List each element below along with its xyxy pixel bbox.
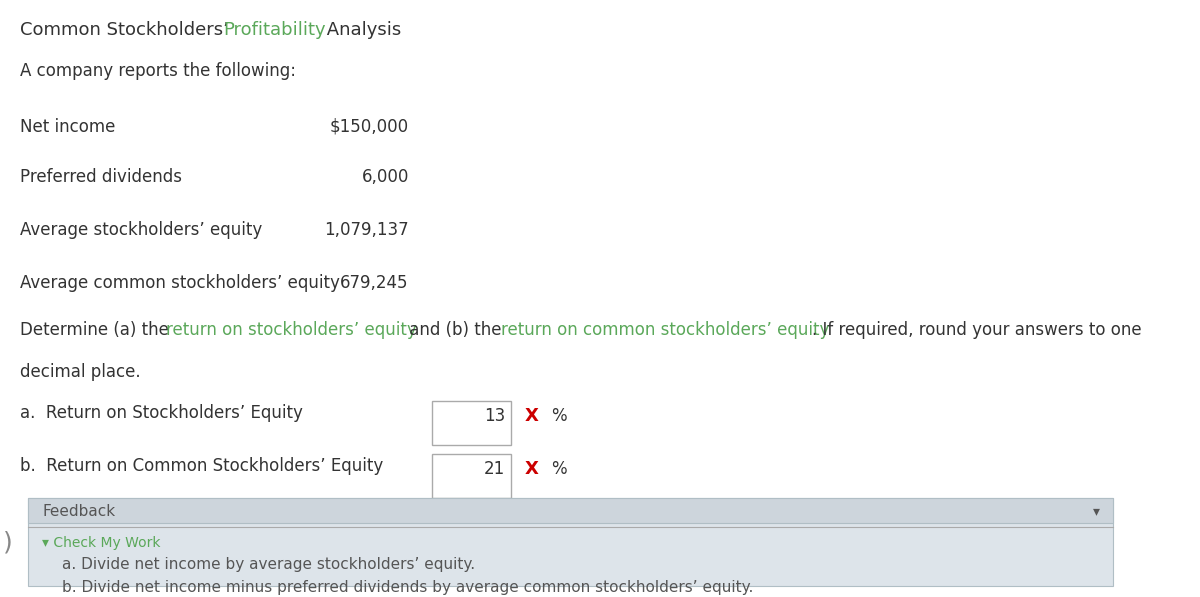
Text: Analysis: Analysis <box>320 21 401 39</box>
Text: b.  Return on Common Stockholders’ Equity: b. Return on Common Stockholders’ Equity <box>20 457 384 475</box>
Text: Average common stockholders’ equity: Average common stockholders’ equity <box>20 274 341 293</box>
FancyBboxPatch shape <box>29 498 1114 586</box>
Text: 679,245: 679,245 <box>341 274 409 293</box>
FancyBboxPatch shape <box>29 498 1114 523</box>
Text: and (b) the: and (b) the <box>403 321 506 340</box>
Text: ▾: ▾ <box>1092 504 1099 518</box>
Text: decimal place.: decimal place. <box>20 363 142 381</box>
Text: Feedback: Feedback <box>42 504 115 519</box>
Text: 21: 21 <box>484 460 505 478</box>
Text: ): ) <box>4 530 13 554</box>
Text: Average stockholders’ equity: Average stockholders’ equity <box>20 221 263 239</box>
Text: b. Divide net income minus preferred dividends by average common stockholders’ e: b. Divide net income minus preferred div… <box>62 580 754 595</box>
Text: A company reports the following:: A company reports the following: <box>20 62 296 80</box>
Text: Preferred dividends: Preferred dividends <box>20 168 182 186</box>
Text: X: X <box>524 460 539 478</box>
Text: Profitability: Profitability <box>223 21 326 39</box>
Text: $150,000: $150,000 <box>330 118 409 136</box>
Text: X: X <box>524 407 539 425</box>
Text: return on stockholders’ equity: return on stockholders’ equity <box>167 321 418 340</box>
Text: 13: 13 <box>484 407 505 425</box>
Text: Net income: Net income <box>20 118 116 136</box>
Text: Common Stockholders’: Common Stockholders’ <box>20 21 235 39</box>
FancyBboxPatch shape <box>432 401 511 445</box>
Text: a. Divide net income by average stockholders’ equity.: a. Divide net income by average stockhol… <box>62 558 475 573</box>
Text: return on common stockholders’ equity: return on common stockholders’ equity <box>500 321 829 340</box>
Text: Determine (a) the: Determine (a) the <box>20 321 174 340</box>
FancyBboxPatch shape <box>432 454 511 498</box>
Text: %: % <box>551 407 566 425</box>
Text: ▾ Check My Work: ▾ Check My Work <box>42 536 161 550</box>
Text: 1,079,137: 1,079,137 <box>324 221 409 239</box>
Text: a.  Return on Stockholders’ Equity: a. Return on Stockholders’ Equity <box>20 404 304 422</box>
Text: 6,000: 6,000 <box>361 168 409 186</box>
Text: %: % <box>551 460 566 478</box>
Text: . If required, round your answers to one: . If required, round your answers to one <box>811 321 1141 340</box>
